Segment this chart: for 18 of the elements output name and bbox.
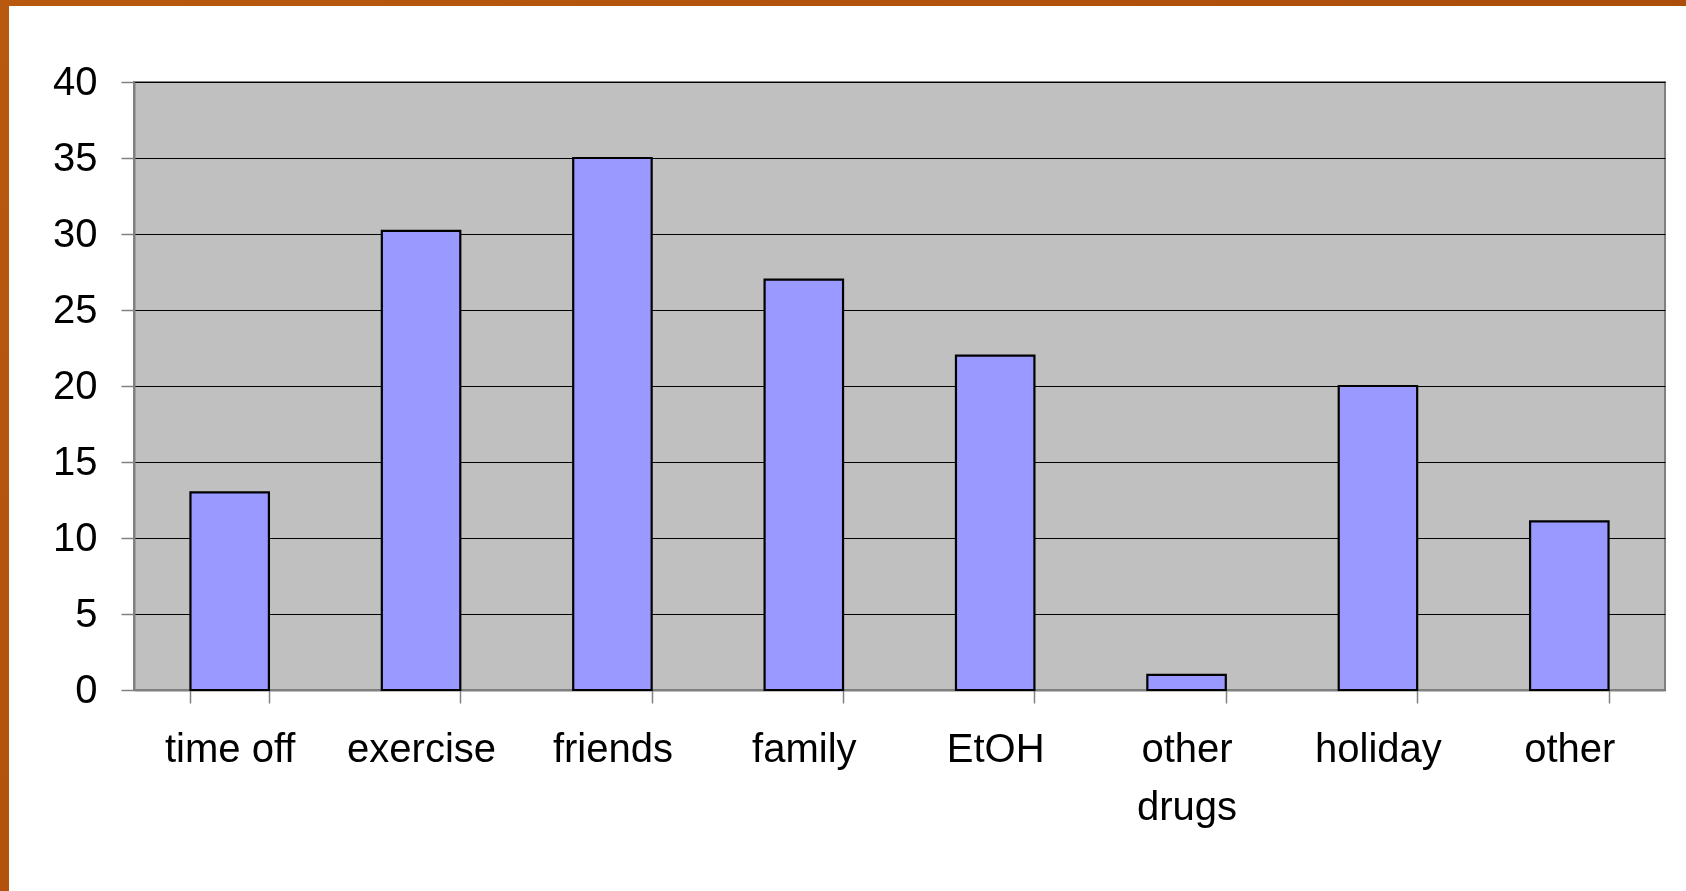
- y-tick-label: 40: [53, 58, 98, 103]
- x-tick-label: time off: [164, 725, 297, 770]
- x-tick-label: family: [752, 725, 857, 770]
- x-tick-label: exercise: [347, 725, 497, 770]
- y-tick-label: 35: [53, 134, 98, 179]
- y-tick-label: 5: [75, 590, 98, 635]
- x-tick-label: other: [1524, 725, 1616, 770]
- y-tick-label: 30: [53, 210, 98, 255]
- x-tick-label: friends: [552, 725, 673, 770]
- bar: [1146, 673, 1227, 692]
- x-tick-label: other drugs: [1137, 725, 1238, 828]
- y-tick-label: 15: [53, 438, 98, 483]
- y-tick-label: 25: [53, 286, 98, 331]
- y-tick-label: 20: [53, 362, 98, 407]
- x-tick-label: EtOH: [946, 725, 1045, 770]
- x-tick-label: holiday: [1315, 725, 1442, 770]
- y-tick-label: 10: [53, 514, 98, 559]
- y-tick-label: 0: [75, 666, 98, 711]
